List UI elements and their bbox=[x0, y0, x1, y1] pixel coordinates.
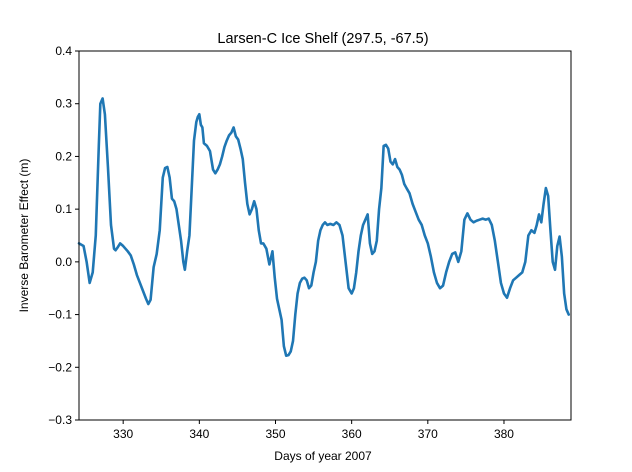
y-tick-label: 0.2 bbox=[55, 149, 72, 163]
x-tick-label: 360 bbox=[342, 427, 362, 441]
plot-area bbox=[77, 97, 571, 357]
x-axis: 330 340 350 360 370 380 bbox=[113, 420, 514, 441]
y-tick-label: −0.1 bbox=[48, 308, 72, 322]
y-tick-label: 0.1 bbox=[55, 202, 72, 216]
y-tick-label: 0.4 bbox=[55, 44, 72, 58]
series-line-inverse-barometer-effect bbox=[77, 97, 571, 357]
x-tick-label: 370 bbox=[418, 427, 438, 441]
chart-title: Larsen-C Ice Shelf (297.5, -67.5) bbox=[217, 31, 428, 47]
y-axis: −0.3 −0.2 −0.1 0.0 0.1 0.2 0.3 0.4 bbox=[48, 44, 79, 427]
y-axis-title: Inverse Barometer Effect (m) bbox=[17, 159, 31, 313]
plot-frame bbox=[78, 50, 572, 421]
x-tick-label: 380 bbox=[494, 427, 514, 441]
x-tick-label: 340 bbox=[189, 427, 209, 441]
x-axis-title: Days of year 2007 bbox=[274, 449, 372, 463]
x-tick-label: 350 bbox=[265, 427, 285, 441]
y-tick-label: 0.0 bbox=[55, 255, 72, 269]
y-tick-label: −0.3 bbox=[48, 413, 72, 427]
y-tick-label: 0.3 bbox=[55, 97, 72, 111]
y-tick-label: −0.2 bbox=[48, 360, 72, 374]
x-tick-label: 330 bbox=[113, 427, 133, 441]
